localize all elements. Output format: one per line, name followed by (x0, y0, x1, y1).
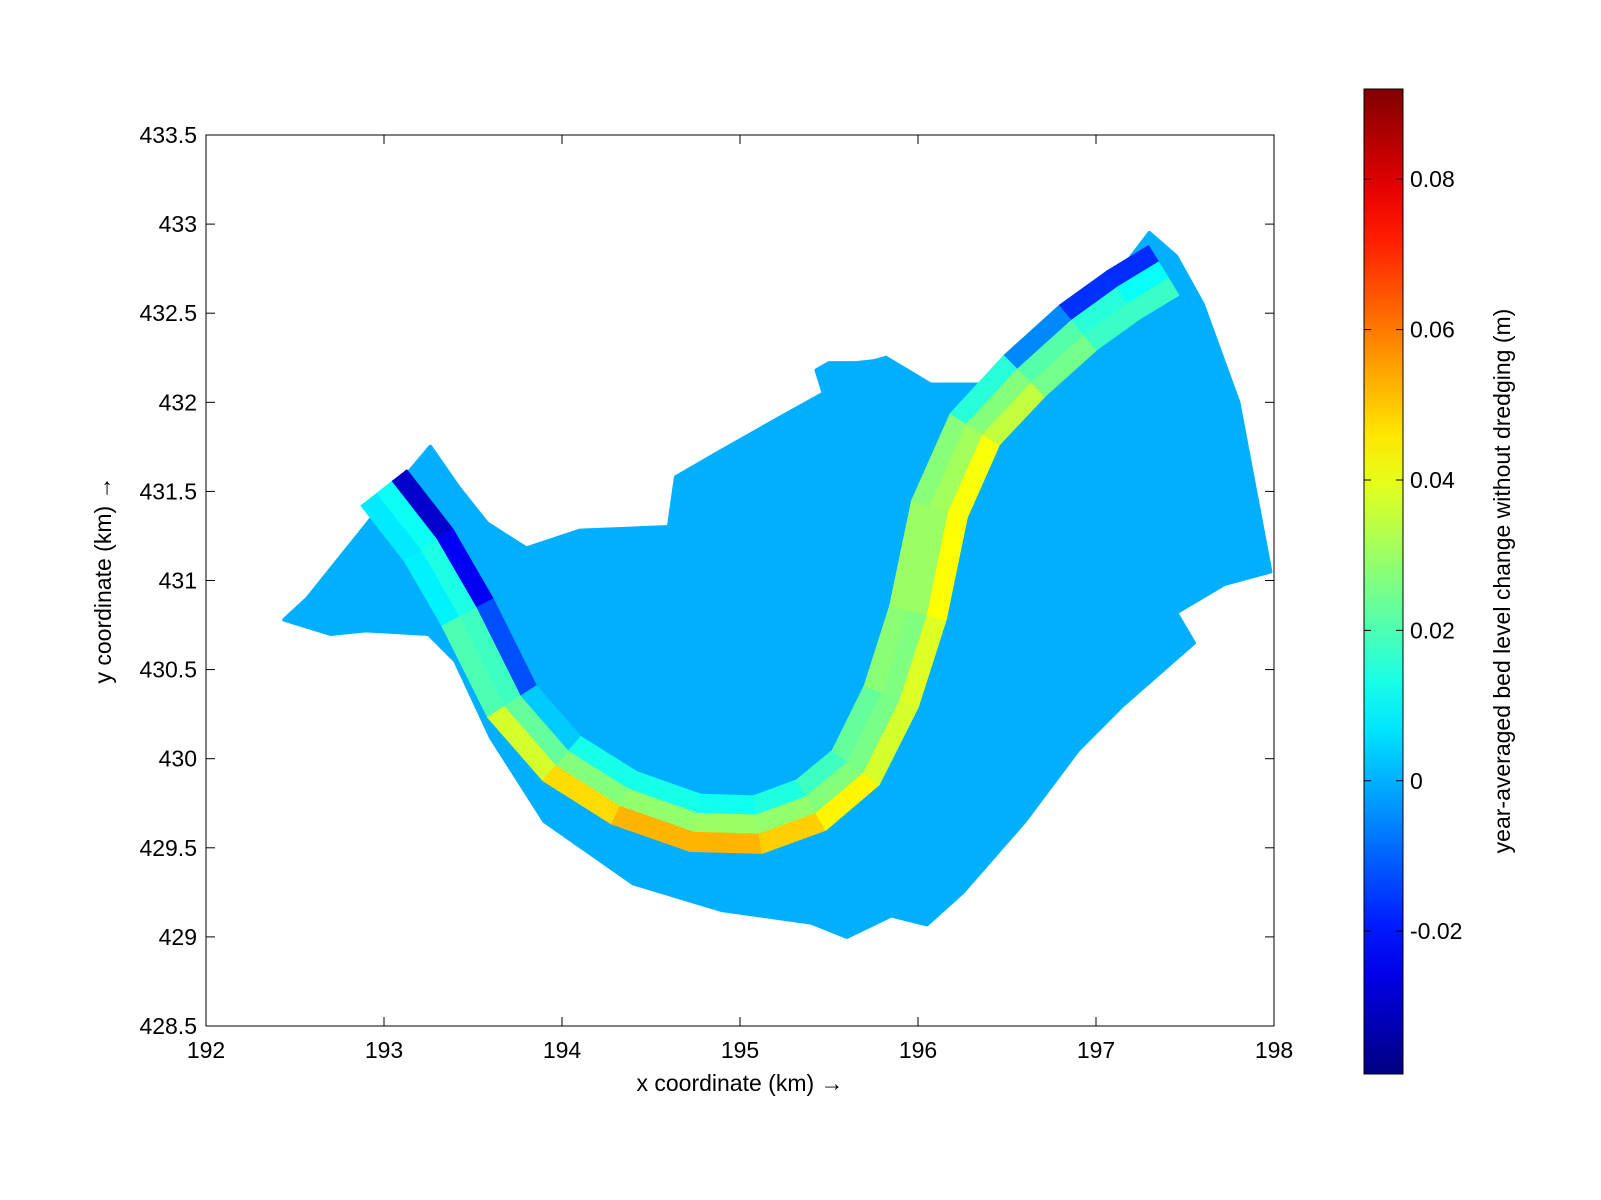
x-tick-label: 192 (187, 1037, 225, 1063)
colorbar-tick-label: -0.02 (1410, 918, 1462, 944)
colorbar-tick-label: 0.08 (1410, 166, 1455, 192)
x-tick-label: 194 (543, 1037, 582, 1063)
y-tick-label: 430 (159, 746, 197, 772)
x-tick-label: 196 (899, 1037, 937, 1063)
y-tick-label: 433 (159, 211, 197, 237)
channel-outer-bank-segment (689, 831, 763, 854)
colorbar-label: year-averaged bed level change without d… (1489, 309, 1515, 854)
y-tick-label: 431.5 (139, 478, 197, 504)
y-axis-label: y coordinate (km) → (90, 476, 116, 683)
y-tick-label: 431 (159, 568, 197, 594)
colorbar-tick-label: 0.02 (1410, 617, 1455, 643)
colorbar-tick-label: 0.04 (1410, 467, 1455, 493)
plot-area (282, 231, 1273, 939)
y-tick-label: 432.5 (139, 300, 197, 326)
colorbar-bar (1363, 88, 1404, 1075)
y-tick-label: 432 (159, 389, 197, 415)
y-tick-label: 428.5 (139, 1013, 197, 1039)
channel-outer-bank-segment (1127, 278, 1180, 321)
colorbar-ticks: 0.08 0.06 0.04 0.02 0 -0.02 (1364, 166, 1462, 944)
channel-center-segment (692, 812, 760, 835)
colorbar-tick-label: 0.06 (1410, 317, 1455, 343)
x-tick-label: 193 (365, 1037, 403, 1063)
channel-layer (360, 245, 1180, 854)
x-tick-label: 195 (721, 1037, 759, 1063)
channel-inner-bank-segment (696, 793, 757, 816)
x-tick-label: 197 (1077, 1037, 1115, 1063)
colorbar-tick-label: 0 (1410, 768, 1423, 794)
x-axis-label: x coordinate (km) → (636, 1070, 843, 1096)
y-tick-label: 433.5 (139, 122, 197, 148)
colorbar: 0.08 0.06 0.04 0.02 0 -0.02 year-averaged bed… (1363, 88, 1515, 1075)
x-tick-label: 198 (1255, 1037, 1293, 1063)
y-tick-label: 429 (159, 924, 197, 950)
x-axis: 192 193 194 195 196 197 198 (187, 135, 1293, 1063)
y-axis: 433.5 433 432.5 432 431.5 431 430.5 430 429.5 429… (139, 122, 1274, 1039)
y-tick-label: 430.5 (139, 657, 197, 683)
y-tick-label: 429.5 (139, 835, 197, 861)
